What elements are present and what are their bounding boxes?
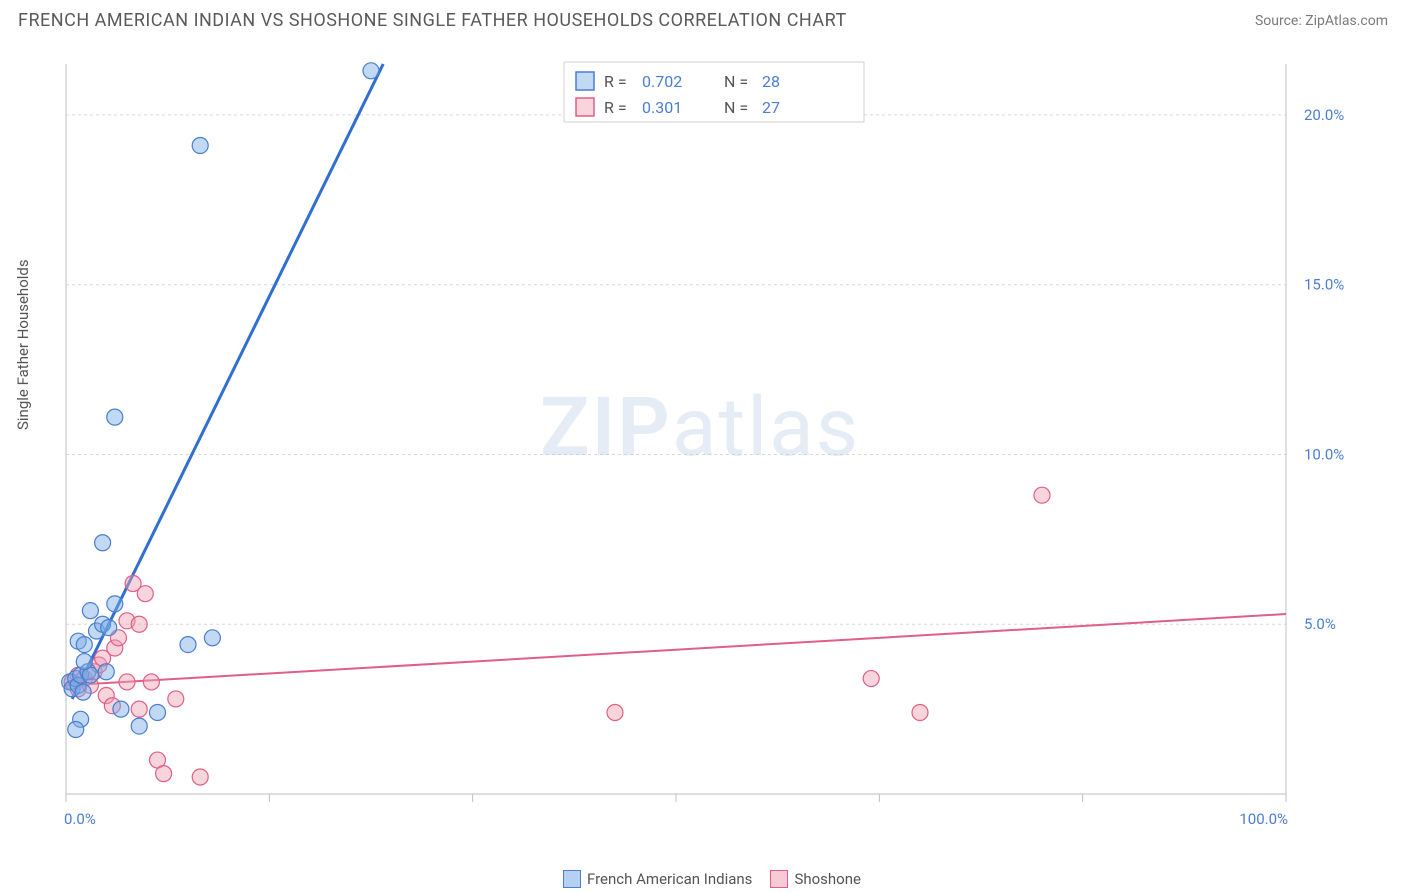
x-tick-label: 100.0%	[1239, 810, 1288, 828]
legend-n-value: 27	[762, 98, 780, 117]
data-point	[113, 701, 129, 717]
legend-label: French American Indians	[587, 870, 752, 888]
scatter-chart: 0.0% 100.0% 5.0% 10.0% 15.0% 20.0% R = 0.702 N =…	[54, 54, 1356, 834]
x-tick-label: 0.0%	[64, 810, 96, 828]
data-point	[107, 596, 123, 612]
legend-swatch	[576, 72, 594, 90]
data-point	[363, 63, 379, 79]
legend-n-label: N =	[724, 98, 748, 117]
y-tick-label: 5.0%	[1304, 615, 1336, 633]
data-point	[143, 674, 159, 690]
data-point	[156, 766, 172, 782]
y-axis-label: Single Father Households	[14, 259, 32, 430]
y-tick-label: 10.0%	[1304, 445, 1344, 463]
data-point	[168, 691, 184, 707]
data-point	[150, 705, 166, 721]
source-attribution: Source: ZipAtlas.com	[1255, 13, 1388, 29]
data-point	[95, 535, 111, 551]
data-point	[607, 705, 623, 721]
data-point	[76, 654, 92, 670]
legend-r-value: 0.301	[642, 98, 682, 117]
legend-r-label: R =	[604, 98, 627, 117]
data-point	[1034, 487, 1050, 503]
data-point	[131, 616, 147, 632]
legend-r-value: 0.702	[642, 72, 682, 91]
data-point	[101, 620, 117, 636]
y-tick-label: 15.0%	[1304, 276, 1344, 294]
legend-n-value: 28	[762, 72, 780, 91]
data-point	[180, 637, 196, 653]
data-point	[192, 769, 208, 785]
trend-line	[66, 614, 1286, 685]
data-point	[119, 674, 135, 690]
data-point	[82, 603, 98, 619]
data-point	[863, 671, 879, 687]
data-point	[131, 718, 147, 734]
data-point	[137, 586, 153, 602]
data-point	[131, 701, 147, 717]
data-point	[76, 637, 92, 653]
bottom-legend: French American Indians Shoshone	[0, 870, 1406, 888]
data-point	[68, 721, 84, 737]
legend-swatch	[770, 870, 788, 888]
data-point	[75, 684, 91, 700]
data-point	[204, 630, 220, 646]
chart-area: 0.0% 100.0% 5.0% 10.0% 15.0% 20.0% R = 0.702 N =…	[54, 54, 1356, 834]
data-point	[192, 137, 208, 153]
chart-title: FRENCH AMERICAN INDIAN VS SHOSHONE SINGL…	[18, 10, 847, 31]
legend-n-label: N =	[724, 72, 748, 91]
y-tick-label: 20.0%	[1304, 106, 1344, 124]
legend-swatch	[563, 870, 581, 888]
data-point	[98, 664, 114, 680]
data-point	[107, 409, 123, 425]
legend-r-label: R =	[604, 72, 627, 91]
legend-swatch	[576, 98, 594, 116]
data-point	[912, 705, 928, 721]
legend-label: Shoshone	[794, 870, 861, 888]
